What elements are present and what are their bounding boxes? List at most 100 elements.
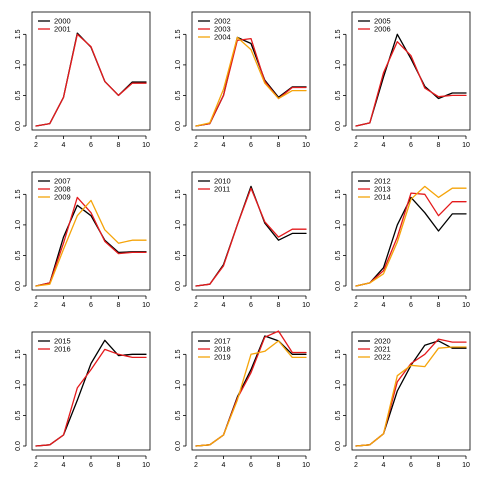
x-tick-label: 8 <box>277 302 281 309</box>
series-line-2013 <box>355 192 467 287</box>
legend-label-2004: 2004 <box>214 33 231 42</box>
x-tick-label: 4 <box>62 142 66 149</box>
legend-label-2017: 2017 <box>214 337 231 346</box>
plot-frame <box>351 331 471 451</box>
x-tick-label: 6 <box>89 142 93 149</box>
x-tick-label: 8 <box>277 462 281 469</box>
y-tick-label: 0.5 <box>175 410 182 420</box>
y-tick-label: 1.5 <box>175 29 182 39</box>
x-tick-label: 6 <box>409 142 413 149</box>
plot-frame <box>31 11 151 131</box>
y-tick-label: 0.0 <box>175 121 182 131</box>
x-tick-label: 8 <box>437 302 441 309</box>
y-tick-label: 1.0 <box>335 60 342 70</box>
x-tick-label: 6 <box>409 462 413 469</box>
x-tick-label: 8 <box>117 302 121 309</box>
x-tick-label: 10 <box>142 142 150 149</box>
plot-frame <box>351 11 471 131</box>
plot-frame <box>31 171 151 291</box>
legend-label-2021: 2021 <box>374 345 391 354</box>
plot-frame <box>191 11 311 131</box>
legend-label-2014: 2014 <box>374 193 391 202</box>
x-tick-label: 10 <box>302 462 310 469</box>
series-line-2010 <box>195 185 307 287</box>
y-tick-label: 1.0 <box>15 380 22 390</box>
y-tick-label: 0.0 <box>335 441 342 451</box>
y-tick-label: 1.0 <box>15 220 22 230</box>
series-line-2007 <box>35 204 147 287</box>
y-tick-label: 0.0 <box>15 441 22 451</box>
y-tick-label: 1.5 <box>15 189 22 199</box>
legend-label-2002: 2002 <box>214 17 231 26</box>
x-tick-label: 4 <box>62 462 66 469</box>
series-line-2018 <box>195 330 307 447</box>
y-tick-label: 1.0 <box>335 380 342 390</box>
legend-label-2019: 2019 <box>214 353 231 362</box>
x-tick-label: 4 <box>222 142 226 149</box>
legend-label-2007: 2007 <box>54 177 71 186</box>
y-tick-label: 1.5 <box>335 349 342 359</box>
x-tick-label: 6 <box>409 302 413 309</box>
y-tick-label: 0.5 <box>335 90 342 100</box>
legend-label-2006: 2006 <box>374 25 391 34</box>
legend-label-2013: 2013 <box>374 185 391 194</box>
plot-frame <box>351 171 471 291</box>
y-tick-label: 0.5 <box>175 90 182 100</box>
series-line-2020 <box>355 340 467 447</box>
x-tick-label: 8 <box>117 142 121 149</box>
legend-label-2001: 2001 <box>54 25 71 34</box>
x-tick-label: 2 <box>194 462 198 469</box>
x-tick-label: 8 <box>437 462 441 469</box>
y-tick-label: 0.5 <box>175 250 182 260</box>
x-tick-label: 8 <box>437 142 441 149</box>
y-tick-label: 1.5 <box>335 189 342 199</box>
legend-label-2010: 2010 <box>214 177 231 186</box>
y-tick-label: 0.0 <box>15 121 22 131</box>
y-tick-label: 0.5 <box>335 250 342 260</box>
legend-label-2003: 2003 <box>214 25 231 34</box>
x-tick-label: 4 <box>382 462 386 469</box>
series-line-2012 <box>355 196 467 287</box>
x-tick-label: 10 <box>302 142 310 149</box>
y-tick-label: 0.0 <box>175 441 182 451</box>
series-line-2004 <box>195 36 307 127</box>
x-tick-label: 10 <box>302 302 310 309</box>
series-line-2008 <box>35 196 147 287</box>
x-tick-label: 6 <box>249 302 253 309</box>
x-tick-label: 2 <box>34 302 38 309</box>
x-tick-label: 2 <box>354 302 358 309</box>
legend-label-2000: 2000 <box>54 17 71 26</box>
x-tick-label: 8 <box>117 462 121 469</box>
x-tick-label: 4 <box>382 142 386 149</box>
y-tick-label: 1.0 <box>15 60 22 70</box>
x-tick-label: 10 <box>142 302 150 309</box>
series-line-2022 <box>355 346 467 447</box>
x-tick-label: 6 <box>249 142 253 149</box>
y-tick-label: 0.0 <box>175 281 182 291</box>
legend-label-2018: 2018 <box>214 345 231 354</box>
legend-label-2020: 2020 <box>374 337 391 346</box>
legend-label-2012: 2012 <box>374 177 391 186</box>
legend-label-2009: 2009 <box>54 193 71 202</box>
x-tick-label: 6 <box>249 462 253 469</box>
x-tick-label: 4 <box>222 302 226 309</box>
series-line-2009 <box>35 199 147 287</box>
legend-label-2008: 2008 <box>54 185 71 194</box>
y-tick-label: 0.5 <box>15 90 22 100</box>
x-tick-label: 10 <box>462 142 470 149</box>
y-tick-label: 1.0 <box>175 220 182 230</box>
x-tick-label: 2 <box>354 462 358 469</box>
x-tick-label: 10 <box>462 462 470 469</box>
x-tick-label: 8 <box>277 142 281 149</box>
x-tick-label: 4 <box>382 302 386 309</box>
series-line-2014 <box>355 185 467 287</box>
y-tick-label: 0.0 <box>15 281 22 291</box>
